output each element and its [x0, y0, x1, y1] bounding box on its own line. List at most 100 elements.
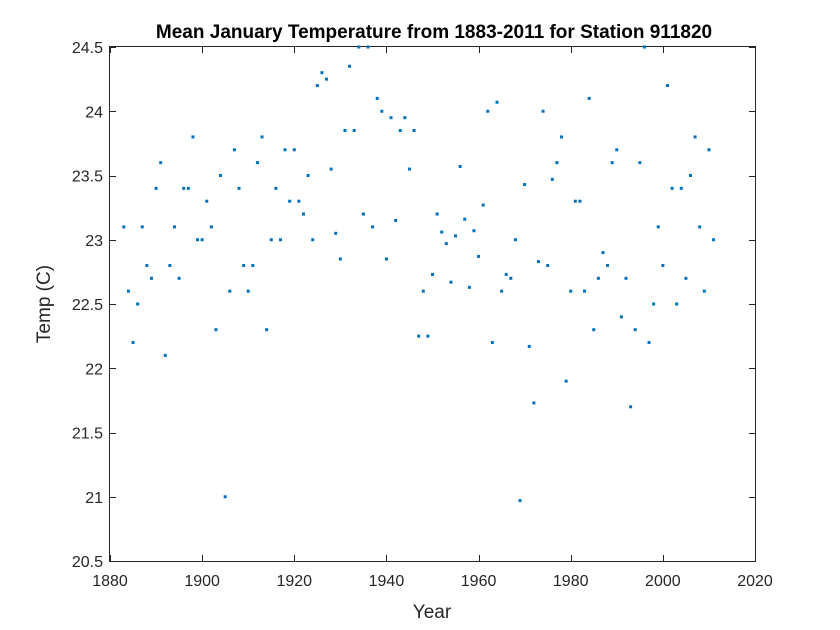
x-tick-label: 2000 — [645, 573, 681, 590]
data-point — [186, 186, 190, 190]
data-point — [149, 276, 153, 280]
data-point — [140, 225, 144, 229]
data-point — [431, 272, 434, 276]
plot-area: 1880 1900 1920 1940 1960 1980 2000 2020 20.5212… — [72, 40, 773, 590]
data-point — [182, 186, 186, 190]
data-point — [403, 116, 407, 120]
y-tick-label: 23.5 — [72, 169, 103, 186]
data-point — [472, 229, 476, 233]
data-point — [504, 272, 508, 276]
data-point — [477, 254, 481, 258]
data-point — [486, 109, 490, 113]
x-tick-label: 1880 — [92, 573, 128, 590]
y-tick-label: 24 — [85, 104, 103, 121]
data-point — [380, 109, 384, 113]
data-point — [200, 238, 204, 242]
data-point — [665, 84, 669, 88]
axes-frame — [109, 46, 756, 562]
data-point — [449, 280, 453, 284]
data-point — [163, 353, 167, 357]
data-point — [269, 238, 273, 242]
data-point — [675, 302, 679, 306]
y-tick-label: 22 — [85, 361, 103, 378]
data-point — [536, 260, 540, 264]
data-point — [689, 174, 692, 177]
x-tick-label: 1940 — [369, 573, 405, 590]
data-point — [541, 109, 545, 113]
data-point — [255, 161, 259, 165]
data-point — [219, 174, 223, 177]
y-tick-label: 22.5 — [72, 297, 103, 314]
data-point — [223, 495, 227, 499]
data-point — [278, 238, 282, 242]
data-point — [523, 183, 527, 186]
data-point — [159, 161, 163, 165]
data-point — [527, 344, 531, 348]
y-tick-label: 24.5 — [72, 40, 103, 57]
data-point — [435, 212, 439, 216]
x-axis-label: Year — [413, 602, 452, 623]
data-point — [633, 328, 637, 332]
data-point — [698, 225, 702, 229]
data-point — [311, 238, 315, 242]
data-point — [306, 174, 310, 177]
data-point — [564, 379, 568, 383]
chart-title: Mean January Temperature from 1883-2011 … — [156, 22, 712, 43]
data-point — [389, 116, 393, 120]
data-point — [500, 289, 504, 293]
data-point — [320, 71, 324, 75]
data-point — [546, 263, 550, 267]
x-tick-label: 1960 — [461, 573, 497, 590]
data-point — [173, 225, 176, 229]
y-tick-label: 21 — [85, 490, 103, 507]
data-point — [619, 315, 623, 319]
data-point — [357, 45, 361, 49]
data-point — [509, 276, 513, 280]
y-axis-label: Temp (C) — [34, 265, 55, 343]
data-point — [329, 167, 333, 171]
data-point — [513, 238, 517, 242]
data-point — [343, 129, 347, 133]
data-point — [550, 177, 554, 181]
data-point — [712, 238, 716, 242]
data-point — [177, 276, 181, 280]
data-point — [569, 289, 573, 293]
data-point — [260, 135, 264, 139]
data-point — [283, 148, 287, 152]
data-point — [615, 148, 619, 152]
data-point — [417, 334, 421, 338]
data-point — [196, 238, 200, 242]
data-point — [555, 161, 559, 165]
y-tick-label: 20.5 — [72, 554, 103, 571]
data-point — [573, 199, 577, 203]
data-point — [325, 77, 329, 81]
data-point — [454, 234, 458, 238]
data-point — [440, 230, 444, 234]
data-point — [297, 199, 301, 203]
data-point — [426, 334, 430, 338]
data-point — [656, 225, 660, 229]
data-point — [684, 276, 688, 280]
data-point — [338, 257, 342, 261]
data-point — [122, 225, 126, 229]
y-axis: 20.5 21 21.5 22 22.5 23 23.5 24 24.5 — [72, 40, 755, 571]
data-point — [228, 289, 232, 293]
data-point — [205, 199, 209, 203]
data-point — [191, 135, 195, 139]
data-point — [251, 263, 255, 267]
data-point — [366, 45, 370, 49]
data-point — [237, 186, 241, 190]
y-tick-label: 23 — [85, 233, 103, 250]
data-point — [606, 263, 610, 267]
data-point — [375, 96, 379, 100]
data-point — [292, 148, 296, 152]
data-point — [495, 100, 499, 104]
x-tick-label: 2020 — [737, 573, 773, 590]
data-point — [348, 64, 352, 68]
data-point — [288, 199, 292, 203]
data-point — [154, 186, 158, 190]
data-point — [624, 276, 628, 280]
data-point — [467, 285, 471, 289]
data-point — [398, 129, 402, 133]
